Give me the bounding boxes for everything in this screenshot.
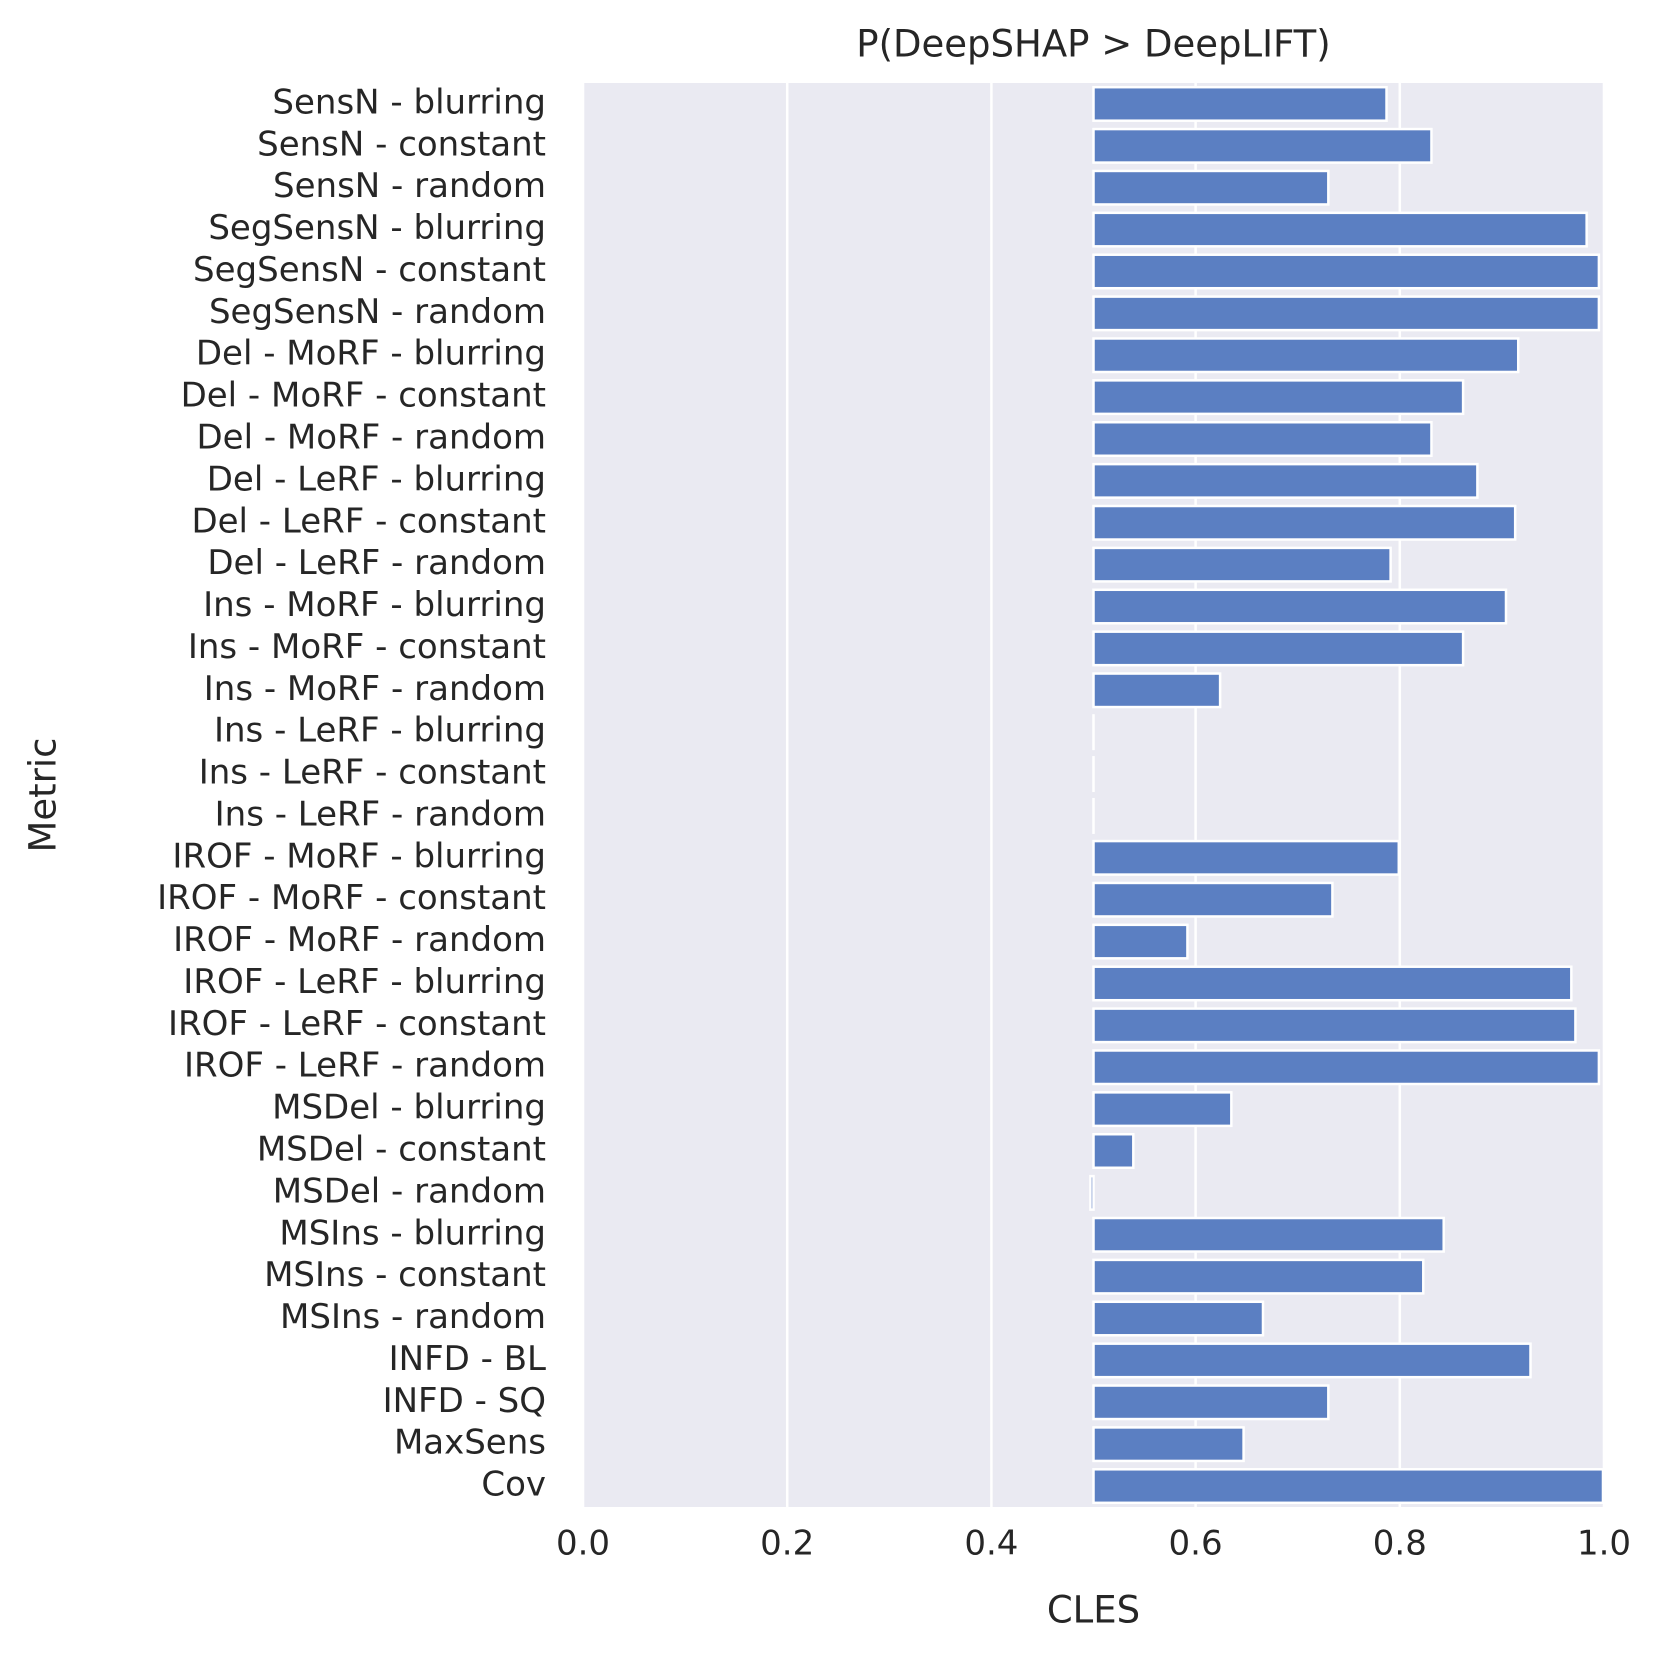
bar bbox=[1094, 87, 1387, 121]
bar bbox=[1094, 338, 1519, 372]
y-tick-label: MSIns - constant bbox=[264, 1255, 546, 1295]
chart-title: P(DeepSHAP > DeepLIFT) bbox=[856, 23, 1330, 66]
y-tick-label: IROF - MoRF - random bbox=[173, 920, 546, 960]
bar bbox=[1094, 841, 1399, 875]
y-tick-label: Ins - MoRF - constant bbox=[188, 627, 546, 667]
y-tick-label: Del - LeRF - random bbox=[207, 543, 546, 583]
y-tick-label: MSDel - random bbox=[273, 1171, 546, 1211]
bar bbox=[1094, 129, 1432, 163]
y-tick-label: Cov bbox=[481, 1465, 546, 1505]
bar bbox=[1094, 883, 1333, 917]
y-tick-label: MSIns - blurring bbox=[279, 1213, 546, 1253]
y-tick-label: Del - LeRF - blurring bbox=[207, 459, 546, 499]
bar bbox=[1094, 464, 1478, 498]
bar bbox=[1094, 632, 1464, 666]
y-tick-label: SensN - random bbox=[273, 166, 546, 206]
y-tick-label: Del - MoRF - random bbox=[197, 418, 547, 458]
x-axis-title: CLES bbox=[1047, 1589, 1140, 1632]
bar bbox=[1094, 1302, 1263, 1336]
y-tick-label: IROF - LeRF - constant bbox=[168, 1004, 546, 1044]
y-tick-label: IROF - MoRF - constant bbox=[157, 878, 546, 918]
y-tick-label: Ins - LeRF - blurring bbox=[214, 711, 546, 751]
bar bbox=[1094, 1050, 1599, 1084]
y-tick-label: INFD - SQ bbox=[383, 1381, 546, 1421]
y-tick-label: SensN - blurring bbox=[272, 82, 546, 122]
bar bbox=[1094, 506, 1516, 540]
x-tick-label: 1.0 bbox=[1577, 1524, 1631, 1564]
bar bbox=[1094, 674, 1221, 708]
y-tick-label: SegSensN - blurring bbox=[208, 208, 546, 248]
bar bbox=[1094, 1134, 1134, 1168]
y-tick-label: Ins - MoRF - blurring bbox=[203, 585, 546, 625]
y-tick-label: MSIns - random bbox=[280, 1297, 546, 1337]
bar bbox=[1094, 1386, 1329, 1420]
bar bbox=[1094, 380, 1464, 414]
bar bbox=[1094, 1218, 1444, 1252]
y-tick-label: MSDel - constant bbox=[257, 1130, 546, 1170]
bar bbox=[1094, 967, 1572, 1001]
bar bbox=[1094, 1344, 1531, 1378]
bar bbox=[1090, 1176, 1093, 1210]
y-tick-label: Ins - LeRF - constant bbox=[199, 753, 546, 793]
y-tick-label: Ins - MoRF - random bbox=[204, 669, 546, 709]
y-tick-label: SensN - constant bbox=[257, 124, 546, 164]
y-tick-label: Del - LeRF - constant bbox=[191, 501, 546, 541]
y-tick-label: IROF - LeRF - blurring bbox=[183, 962, 546, 1002]
y-tick-label: SegSensN - random bbox=[209, 292, 546, 332]
x-tick-label: 0.6 bbox=[1169, 1524, 1223, 1564]
bar bbox=[1094, 213, 1587, 247]
x-tick-label: 0.2 bbox=[760, 1524, 814, 1564]
bar bbox=[1094, 925, 1188, 959]
bar bbox=[1094, 1092, 1232, 1126]
bar bbox=[1094, 590, 1506, 624]
y-tick-label: MSDel - blurring bbox=[272, 1088, 546, 1128]
x-tick-label: 0.0 bbox=[556, 1524, 610, 1564]
bar bbox=[1094, 1469, 1603, 1503]
bar bbox=[1094, 422, 1432, 456]
y-axis-title: Metric bbox=[22, 737, 65, 852]
bar bbox=[1094, 1009, 1576, 1043]
y-tick-label: INFD - BL bbox=[389, 1339, 546, 1379]
y-tick-label: Del - MoRF - blurring bbox=[196, 334, 546, 374]
y-tick-label: MaxSens bbox=[394, 1423, 546, 1463]
bar bbox=[1094, 297, 1599, 331]
bar bbox=[1094, 548, 1391, 582]
y-tick-label: SegSensN - constant bbox=[193, 250, 546, 290]
bar bbox=[1094, 171, 1329, 205]
y-tick-label: IROF - LeRF - random bbox=[184, 1046, 546, 1086]
y-tick-label: IROF - MoRF - blurring bbox=[172, 836, 546, 876]
bar bbox=[1094, 1427, 1244, 1461]
x-tick-label: 0.4 bbox=[964, 1524, 1018, 1564]
bar bbox=[1094, 255, 1599, 289]
x-tick-labels: 0.0 0.2 0.4 0.6 0.8 1.0 bbox=[556, 1524, 1631, 1564]
y-tick-label: Del - MoRF - constant bbox=[181, 376, 546, 416]
bar bbox=[1094, 1260, 1424, 1294]
x-tick-label: 0.8 bbox=[1373, 1524, 1427, 1564]
y-tick-label: Ins - LeRF - random bbox=[215, 794, 546, 834]
